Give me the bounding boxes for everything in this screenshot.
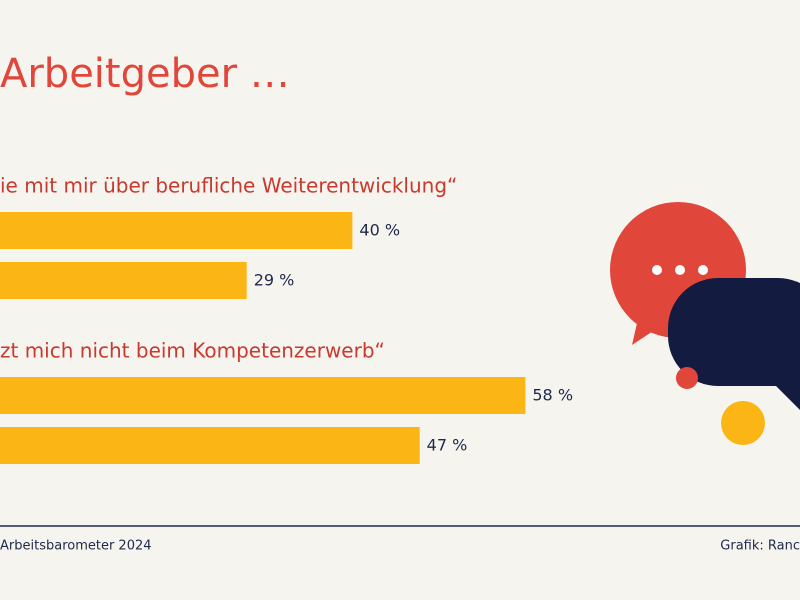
navy-bubble-tail [770, 370, 800, 410]
dot [675, 265, 685, 275]
red-dot [676, 367, 698, 389]
chart-title: Arbeitgeber … [0, 51, 290, 97]
value-label: 58 % [532, 386, 573, 405]
bar [0, 262, 247, 299]
source: Arbeitsbarometer 2024 [0, 539, 152, 554]
value-label: 47 % [427, 436, 468, 455]
bar [0, 212, 353, 249]
decoration [610, 202, 800, 445]
red-bubble-tail [632, 310, 670, 345]
navy-bubble [668, 278, 800, 386]
yellow-dot [721, 401, 765, 445]
value-label: 29 % [254, 271, 295, 290]
group-label: ie mit mir über berufliche Weiterentwick… [0, 174, 457, 198]
bar [0, 427, 420, 464]
group-label: zt mich nicht beim Kompetenzerwerb“ [0, 339, 385, 363]
bar [0, 377, 526, 414]
dot [698, 265, 708, 275]
value-label: 40 % [359, 221, 400, 240]
credit: Grafik: Ranc [720, 539, 800, 554]
dot [652, 265, 662, 275]
